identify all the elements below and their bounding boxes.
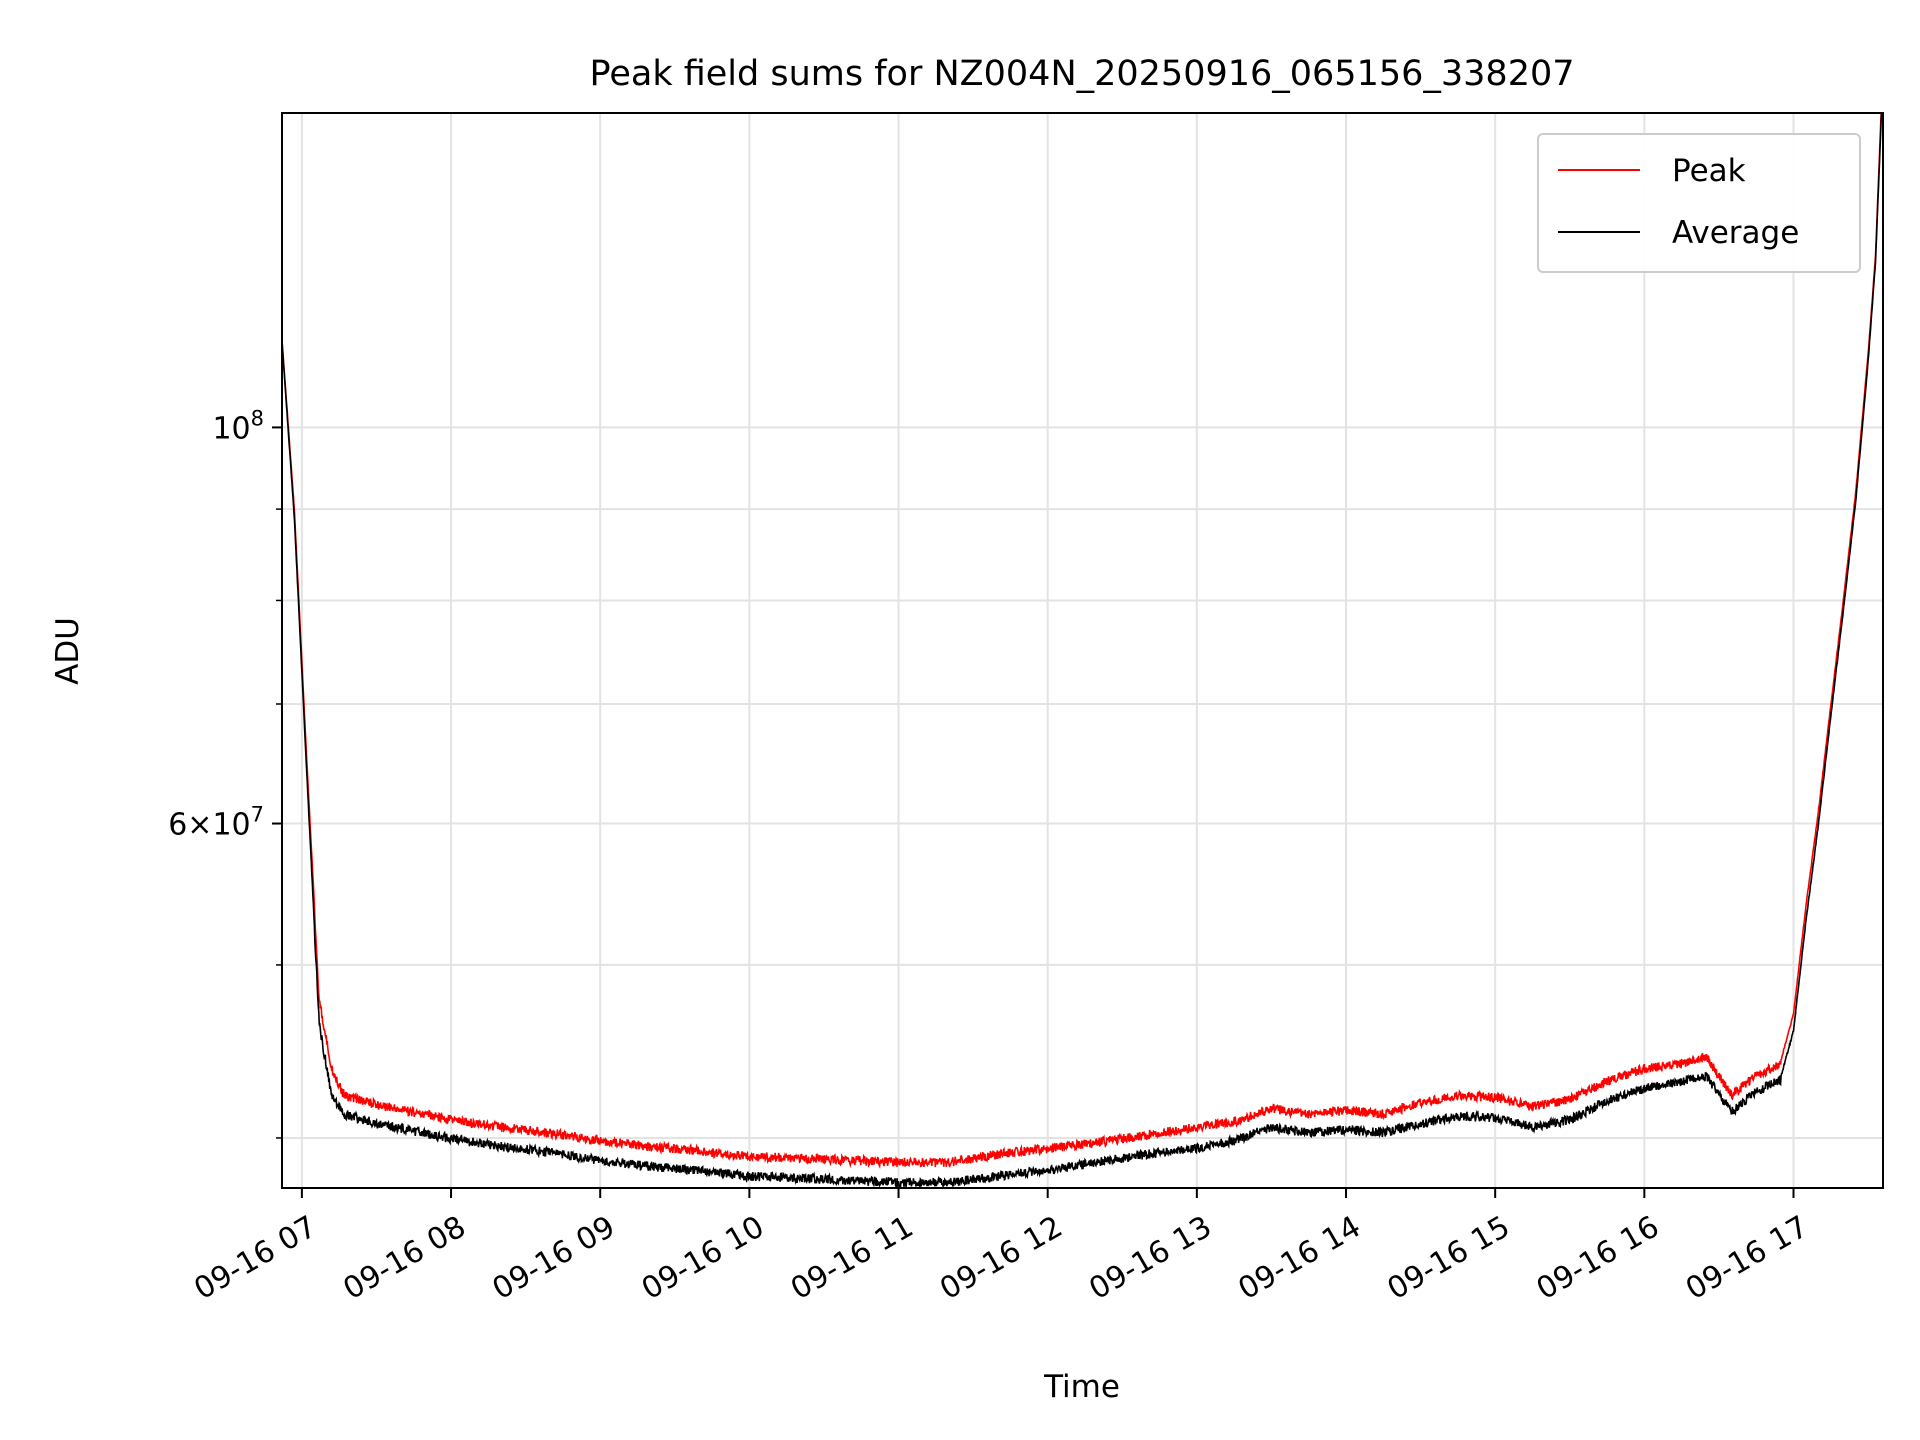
series-line-average — [281, 112, 1883, 1189]
x-tick-label: 09-16 10 — [636, 1209, 770, 1307]
legend: Peak Average — [1537, 133, 1861, 273]
plot-frame — [281, 112, 1884, 1189]
x-tick-label: 09-16 07 — [188, 1209, 322, 1307]
x-tick-label: 09-16 13 — [1083, 1209, 1217, 1307]
x-tick-label: 09-16 09 — [487, 1209, 621, 1307]
x-tick-label: 09-16 12 — [934, 1209, 1068, 1307]
x-ticks: 09-16 07 09-16 08 09-16 09 09-16 10 09-16 11… — [188, 1188, 1814, 1307]
legend-average-label: Average — [1672, 215, 1799, 251]
series-layer — [281, 112, 1883, 1189]
y-tick-label: 6×107 — [168, 803, 264, 843]
series-line-peak — [281, 112, 1883, 1170]
x-tick-label: 09-16 15 — [1382, 1209, 1516, 1307]
y-tick-label: 108 — [212, 406, 264, 446]
y-ticks: 108 6×107 — [168, 406, 282, 1139]
x-tick-label: 09-16 14 — [1232, 1209, 1366, 1307]
x-axis-label: Time — [1043, 1369, 1120, 1405]
legend-peak-label: Peak — [1672, 153, 1746, 189]
x-tick-label: 09-16 08 — [338, 1209, 472, 1307]
y-axis-label: ADU — [50, 617, 86, 685]
legend-box — [1537, 133, 1861, 273]
grid — [282, 113, 1883, 1188]
x-tick-label: 09-16 17 — [1680, 1209, 1814, 1307]
x-tick-label: 09-16 11 — [785, 1209, 919, 1307]
chart-title: Peak field sums for NZ004N_20250916_0651… — [589, 54, 1574, 94]
x-tick-label: 09-16 16 — [1531, 1209, 1665, 1307]
